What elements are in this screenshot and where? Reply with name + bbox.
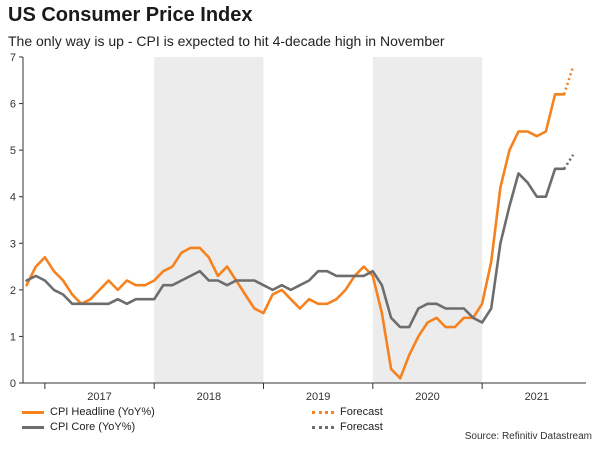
y-tick-label-4: 4 — [10, 192, 16, 204]
core-line — [25, 167, 566, 329]
y-tick-label-3: 3 — [10, 238, 16, 250]
headline-line — [25, 93, 566, 380]
x-tick-label-2021: 2021 — [525, 391, 549, 403]
x-tick-label-2020: 2020 — [415, 391, 439, 403]
y-tick-label-0: 0 — [10, 378, 16, 390]
legend-core-swatch — [22, 425, 44, 429]
legend-headline-forecast-label: Forecast — [340, 406, 383, 418]
year-band-2020 — [372, 57, 483, 383]
legend-headline-forecast-swatch — [312, 410, 334, 414]
y-tick-label-5: 5 — [10, 145, 16, 157]
y-tick-label-2: 2 — [10, 285, 16, 297]
chart-title: US Consumer Price Index — [8, 4, 253, 26]
y-tick-label-7: 7 — [10, 52, 16, 64]
x-tick-label-2018: 2018 — [197, 391, 221, 403]
y-tick-label-6: 6 — [10, 99, 16, 111]
legend-headline-label: CPI Headline (YoY%) — [50, 406, 155, 418]
x-tick-label-2017: 2017 — [87, 391, 111, 403]
legend-headline-forecast: Forecast — [312, 406, 383, 418]
chart-subtitle: The only way is up - CPI is expected to … — [8, 33, 445, 49]
legend-headline-swatch — [22, 410, 44, 414]
source-note: Source: Refinitiv Datastream — [464, 431, 592, 442]
legend-core-forecast-swatch — [312, 425, 334, 429]
core-forecast-line — [563, 154, 575, 170]
headline-forecast-line — [562, 65, 575, 95]
legend-headline: CPI Headline (YoY%) — [22, 406, 155, 418]
y-tick-label-1: 1 — [10, 331, 16, 343]
legend-core-forecast-label: Forecast — [340, 421, 383, 433]
legend-core-forecast: Forecast — [312, 421, 383, 433]
legend-core: CPI Core (YoY%) — [22, 421, 135, 433]
x-tick-label-2019: 2019 — [306, 391, 330, 403]
legend-core-label: CPI Core (YoY%) — [50, 421, 136, 433]
year-band-2018 — [154, 57, 264, 383]
